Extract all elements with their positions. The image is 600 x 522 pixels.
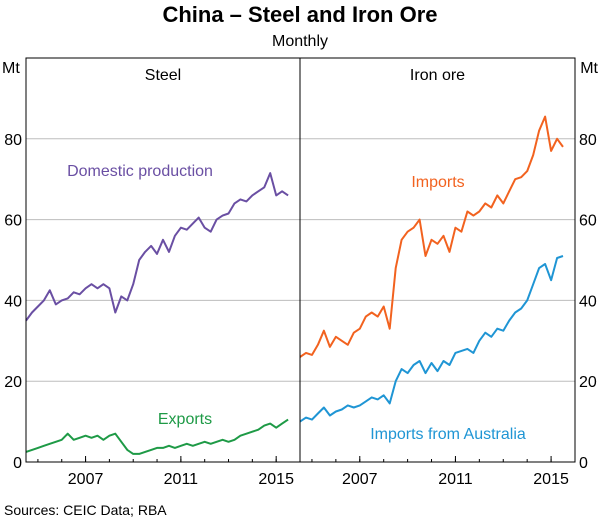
y-tick-label-right: 80 xyxy=(579,132,597,149)
y-tick-label-left: 20 xyxy=(4,374,22,391)
chart-title: China – Steel and Iron Ore xyxy=(162,2,437,27)
series-lines xyxy=(25,115,564,455)
y-tick-label-left: 40 xyxy=(4,293,22,310)
y-tick-label-left: 0 xyxy=(13,455,22,472)
left-unit-label: Mt xyxy=(2,60,20,77)
y-tick-label-right: 40 xyxy=(579,293,597,310)
series-label: Exports xyxy=(158,411,212,428)
chart-subtitle: Monthly xyxy=(272,33,328,50)
y-tick-label-left: 80 xyxy=(4,132,22,149)
x-tick-label: 2011 xyxy=(164,471,199,488)
plot-frame xyxy=(25,57,576,463)
y-tick-label-right: 0 xyxy=(579,455,588,472)
series-label: Domestic production xyxy=(67,163,213,180)
right-unit-label: Mt xyxy=(580,60,598,77)
series-label: Imports from Australia xyxy=(370,426,526,443)
axis-ticks xyxy=(37,456,576,462)
x-tick-label: 2015 xyxy=(533,471,569,488)
series-line-domestic-production xyxy=(25,172,289,322)
x-tick-label: 2007 xyxy=(68,471,104,488)
source-note: Sources: CEIC Data; RBA xyxy=(4,502,167,518)
panel-title: Iron ore xyxy=(410,67,465,84)
y-tick-label-right: 60 xyxy=(579,213,597,230)
axis-text: Domestic production Exports Steel 2007 2011 2… xyxy=(4,67,597,488)
series-line-exports xyxy=(25,418,289,455)
x-tick-label: 2011 xyxy=(438,471,473,488)
series-line-imports-from-australia xyxy=(299,255,564,423)
x-tick-label: 2015 xyxy=(258,471,294,488)
series-line-imports xyxy=(299,115,564,358)
x-tick-label: 2007 xyxy=(342,471,378,488)
y-tick-label-right: 20 xyxy=(579,374,597,391)
y-tick-label-left: 60 xyxy=(4,213,22,230)
series-label: Imports xyxy=(411,174,464,191)
panel-title: Steel xyxy=(145,67,181,84)
gridlines xyxy=(26,138,575,382)
